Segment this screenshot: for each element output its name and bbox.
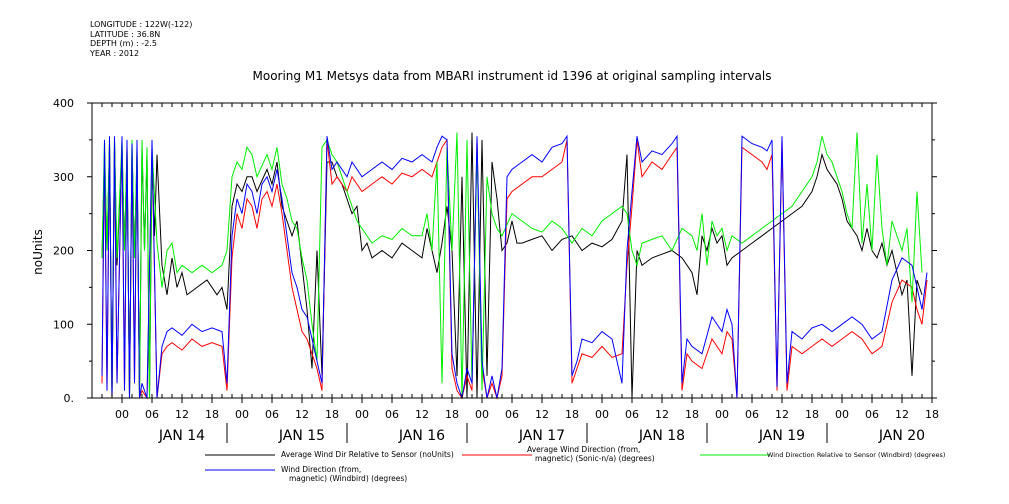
x-tick-label: 12 <box>295 408 309 421</box>
chart-title: Mooring M1 Metsys data from MBARI instru… <box>253 69 772 83</box>
x-tick-label: 00 <box>235 408 249 421</box>
x-tick-label: 12 <box>895 408 909 421</box>
x-tick-label: 18 <box>805 408 819 421</box>
x-tick-label: 06 <box>865 408 879 421</box>
plot-frame <box>91 102 933 399</box>
x-tick-label: 18 <box>925 408 939 421</box>
legend-label-2-cont: magnetic) (Sonic-n/a) (degrees) <box>535 454 655 463</box>
x-tick-label: 06 <box>145 408 159 421</box>
legend-label-2: Average Wind Direction (from, <box>527 445 640 454</box>
x-tick-label: 18 <box>325 408 339 421</box>
depth-label: DEPTH (m) : -2.5 <box>90 39 157 48</box>
x-tick-label: 12 <box>175 408 189 421</box>
legend-label-4: Wind Direction (from, <box>281 465 361 474</box>
longitude-label: LONGITUDE : 122W(-122) <box>90 20 193 29</box>
x-tick-label: 12 <box>655 408 669 421</box>
latitude-label: LATITUDE : 36.8N <box>90 29 161 39</box>
series-line-4 <box>101 134 928 399</box>
metadata-block: LONGITUDE : 122W(-122) LATITUDE : 36.8N … <box>90 20 192 58</box>
x-tick-label: 00 <box>835 408 849 421</box>
plot-area: 00 06 12 18 00 06 12 18 00 06 12 18 00 06 12 18 00 06 12 18… <box>53 97 939 444</box>
x-tick-label: 06 <box>505 408 519 421</box>
x-day-label: JAN 19 <box>758 428 805 444</box>
series-line-2 <box>101 138 928 400</box>
x-day-label: JAN 17 <box>518 428 565 444</box>
year-label: YEAR : 2012 <box>90 48 140 58</box>
y-tick-label: 400 <box>53 97 74 110</box>
x-day-label: JAN 18 <box>638 428 685 444</box>
x-tick-label: 12 <box>775 408 789 421</box>
legend-label-4-cont: magnetic) (Windbird) (degrees) <box>289 474 407 483</box>
x-tick-label: 18 <box>685 408 699 421</box>
y-tick-label: 100 <box>53 318 74 331</box>
x-tick-label: 06 <box>265 408 279 421</box>
x-day-label: JAN 15 <box>278 428 325 444</box>
legend: Average Wind Dir Relative to Sensor (noU… <box>205 445 945 483</box>
x-tick-label: 06 <box>625 408 639 421</box>
x-tick-label: 06 <box>745 408 759 421</box>
x-tick-label: 12 <box>415 408 429 421</box>
x-tick-label: 00 <box>715 408 729 421</box>
x-tick-label: 06 <box>385 408 399 421</box>
y-tick-label: 0. <box>64 392 75 405</box>
x-tick-label: 00 <box>475 408 489 421</box>
x-day-label: JAN 20 <box>878 428 925 444</box>
x-tick-label: 00 <box>115 408 129 421</box>
x-tick-label: 18 <box>205 408 219 421</box>
x-day-label: JAN 16 <box>398 428 445 444</box>
y-tick-label: 200 <box>53 245 74 258</box>
series-line-3 <box>101 132 923 399</box>
y-axis-label: noUnits <box>31 229 45 275</box>
x-tick-label: 18 <box>445 408 459 421</box>
x-tick-label: 12 <box>535 408 549 421</box>
x-tick-label: 00 <box>595 408 609 421</box>
legend-label-3: Wind Direction Relative to Sensor (Windb… <box>767 451 945 459</box>
legend-label-1: Average Wind Dir Relative to Sensor (noU… <box>281 450 454 459</box>
y-tick-label: 300 <box>53 171 74 184</box>
x-day-label: JAN 14 <box>158 428 205 444</box>
x-tick-label: 18 <box>565 408 579 421</box>
x-tick-label: 00 <box>355 408 369 421</box>
